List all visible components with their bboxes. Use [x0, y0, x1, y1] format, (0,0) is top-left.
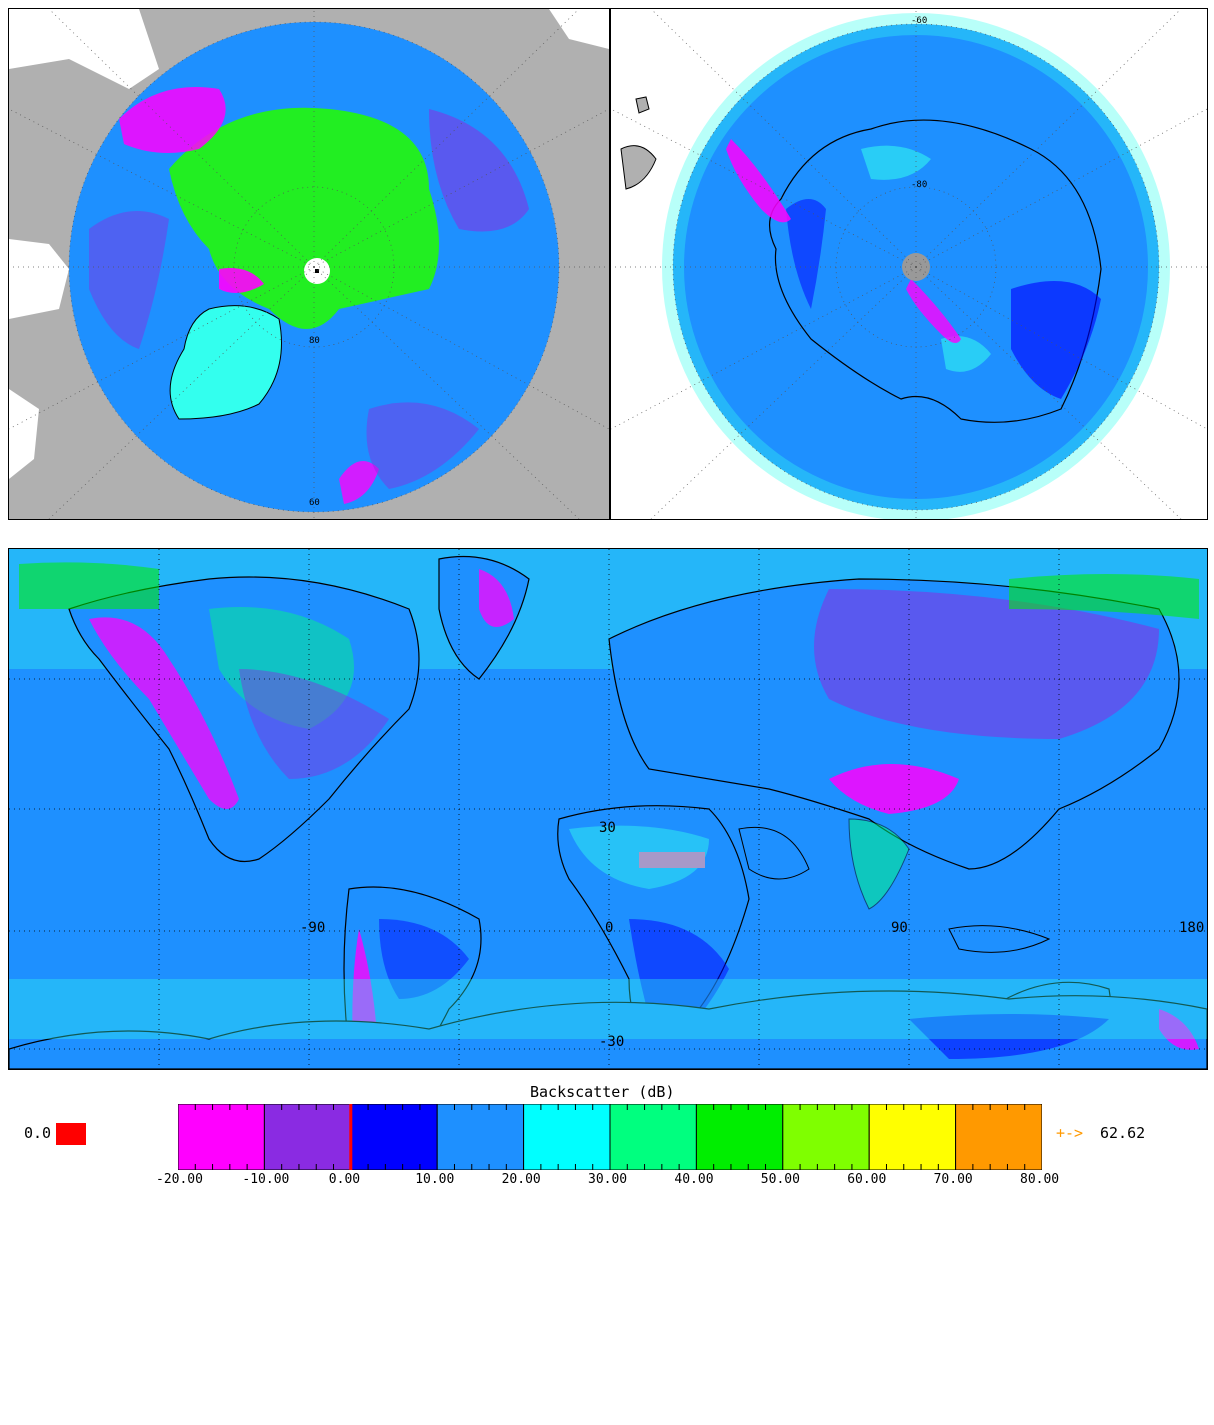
- north-bg-sea-1: [9, 9, 159, 89]
- south-interior-cyan-1: [861, 145, 931, 180]
- north-arctic-islands-high: [219, 268, 264, 293]
- colorbar-bin-0: [178, 1104, 265, 1170]
- south-west-antarctica-dark: [786, 199, 826, 309]
- south-peninsula-high: [726, 139, 791, 223]
- south-lat-label-neg80: -80: [911, 180, 928, 190]
- world-map: -90 0 90 180 30 -30: [8, 548, 1208, 1070]
- south-graticule: [611, 9, 1207, 519]
- south-interior-cyan-2: [941, 336, 991, 372]
- world-indonesia: [948, 925, 1051, 953]
- colorbar-tick-label: 70.00: [933, 1172, 973, 1187]
- colorbar-tick-label: 60.00: [847, 1172, 887, 1187]
- world-us-purple: [239, 669, 389, 779]
- world-arctic-green: [1009, 574, 1199, 619]
- world-lat-label-neg30: -30: [599, 1034, 625, 1050]
- colorbar-bin-2: [350, 1104, 438, 1170]
- world-siberia-purple: [814, 589, 1159, 739]
- world-canada-green: [209, 607, 354, 729]
- south-lat-label-neg60: -60: [911, 16, 928, 26]
- south-polar-svg: [611, 9, 1207, 519]
- colorbar-tick-label: 20.00: [501, 1172, 541, 1187]
- south-polar-map: -60 -80: [610, 8, 1208, 520]
- colorbar-bin-1: [263, 1104, 352, 1170]
- colorbar-tick-label: -10.00: [242, 1172, 290, 1187]
- world-antarctica: [9, 990, 1207, 1069]
- north-lat-label-80: 80: [309, 336, 320, 346]
- colorbar-bin-9: [955, 1104, 1042, 1170]
- world-antarctica-high: [1159, 1009, 1199, 1050]
- world-sahara-gap: [639, 852, 705, 868]
- world-lon-label-180: 180: [1179, 920, 1205, 936]
- colorbar-bin-4: [523, 1104, 611, 1170]
- world-southern-sea-ice: [9, 979, 1207, 1039]
- south-bg-land-2: [635, 96, 650, 114]
- colorbar-tick-label: 40.00: [674, 1172, 714, 1187]
- north-graticule: [9, 9, 609, 519]
- north-bg-sea-2: [9, 239, 69, 319]
- missing-value-label: 0.0: [24, 1124, 52, 1142]
- missing-value-swatch: [56, 1123, 86, 1145]
- south-transantarctic-high: [906, 279, 961, 343]
- colorbar-tick-label: 30.00: [588, 1172, 628, 1187]
- colorbar-tick-label: 80.00: [1020, 1172, 1060, 1187]
- north-europe: [366, 402, 479, 489]
- colorbar-bin-8: [868, 1104, 957, 1170]
- world-antarctica-dark: [909, 1014, 1109, 1059]
- world-amazon-dark: [379, 919, 469, 999]
- north-alaska-high: [119, 87, 226, 153]
- world-lon-label-neg90: -90: [300, 920, 326, 936]
- overflow-arrow: +->: [1056, 1124, 1084, 1142]
- north-polar-map: 80 60: [8, 8, 610, 520]
- south-east-antarctica-dark: [1011, 281, 1101, 399]
- north-canada: [89, 211, 169, 349]
- north-bg-sea-4: [549, 9, 609, 49]
- overflow-value: 62.62: [1100, 1124, 1146, 1142]
- world-graticule: [9, 549, 1207, 1069]
- world-lat-label-30: 30: [599, 820, 616, 836]
- colorbar-tick-label: 50.00: [760, 1172, 800, 1187]
- colorbar-tick-label: -20.00: [156, 1172, 203, 1187]
- world-lon-label-90: 90: [891, 920, 908, 936]
- colorbar-bin-6: [695, 1104, 784, 1170]
- colorbar-bin-5: [609, 1104, 697, 1170]
- north-lat-label-60: 60: [309, 498, 320, 508]
- world-rockies-high: [89, 617, 239, 809]
- north-pole-marker: [315, 269, 319, 273]
- colorbar-tick-label: 10.00: [415, 1172, 455, 1187]
- world-arabia: [738, 826, 810, 880]
- colorbar: [178, 1104, 1042, 1170]
- world-map-svg: [9, 549, 1207, 1069]
- world-lon-label-0: 0: [605, 920, 614, 936]
- colorbar-tick-label: 0.00: [328, 1172, 361, 1187]
- colorbar-bin-3: [436, 1104, 525, 1170]
- world-arctic-green-west: [19, 562, 159, 609]
- north-scandinavia-high: [339, 461, 379, 504]
- colorbar-bin-7: [782, 1104, 870, 1170]
- north-polar-svg: [9, 9, 609, 519]
- south-bg-land-1: [620, 145, 657, 190]
- world-tibet-high: [829, 764, 959, 814]
- north-bg-sea-3: [9, 389, 39, 479]
- north-siberia: [429, 109, 529, 232]
- world-greenland-high: [479, 569, 514, 627]
- world-india: [848, 818, 910, 910]
- north-greenland: [169, 305, 282, 420]
- colorbar-title: Backscatter (dB): [530, 1083, 675, 1101]
